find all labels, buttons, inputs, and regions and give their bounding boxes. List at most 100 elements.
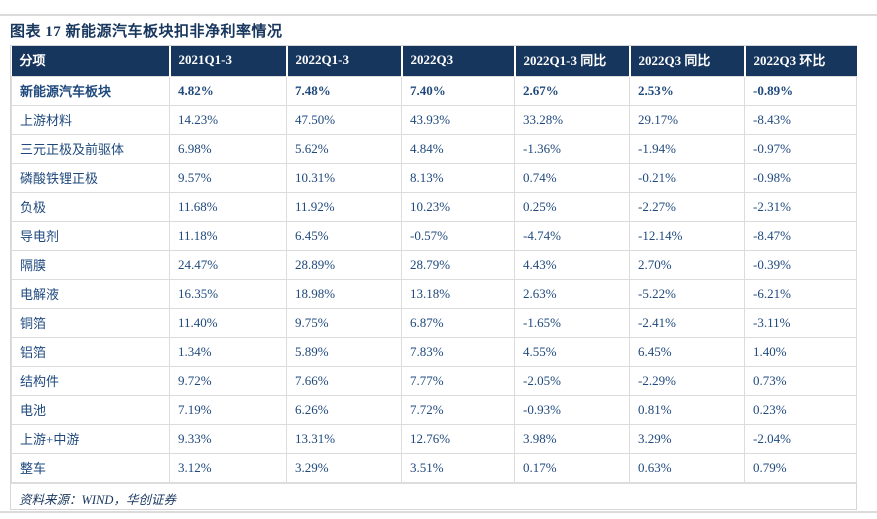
cell-value: 9.57%	[169, 162, 287, 193]
cell-value: 3.29%	[629, 423, 745, 454]
cell-value: 9.72%	[169, 365, 287, 396]
row-label: 铝箔	[11, 336, 170, 367]
cell-value: 8.13%	[401, 162, 515, 193]
cell-value: -6.21%	[744, 278, 857, 309]
cell-value: 7.83%	[401, 336, 515, 367]
row-label: 三元正极及前驱体	[11, 133, 170, 164]
cell-value: -2.04%	[744, 423, 857, 454]
cell-value: -8.43%	[744, 104, 857, 135]
cell-value: 10.23%	[401, 191, 515, 222]
table-row: 负极 11.68% 11.92% 10.23% 0.25% -2.27% -2.…	[11, 191, 857, 222]
cell-value: -12.14%	[629, 220, 745, 251]
cell-value: 3.51%	[401, 452, 515, 483]
table-row: 隔膜 24.47% 28.89% 28.79% 4.43% 2.70% -0.3…	[11, 249, 857, 280]
table-row: 上游+中游 9.33% 13.31% 12.76% 3.98% 3.29% -2…	[11, 423, 857, 454]
cell-value: 9.75%	[286, 307, 402, 338]
column-header-2022q3-qoq: 2022Q3 环比	[743, 46, 857, 76]
cell-value: 33.28%	[514, 104, 630, 135]
cell-value: -0.98%	[744, 162, 857, 193]
cell-value: 4.55%	[514, 336, 630, 367]
cell-value: 11.92%	[286, 191, 402, 222]
cell-value: 7.48%	[286, 75, 402, 106]
cell-value: -2.41%	[629, 307, 745, 338]
table-row: 铜箔 11.40% 9.75% 6.87% -1.65% -2.41% -3.1…	[11, 307, 857, 338]
cell-value: 5.89%	[286, 336, 402, 367]
row-label: 铜箔	[11, 307, 170, 338]
column-header-2022q3: 2022Q3	[400, 46, 515, 76]
cell-value: 0.79%	[744, 452, 857, 483]
row-label: 电解液	[11, 278, 170, 309]
cell-value: 6.45%	[629, 336, 745, 367]
cell-value: 7.72%	[401, 394, 515, 425]
cell-value: -2.05%	[514, 365, 630, 396]
cell-value: -2.31%	[744, 191, 857, 222]
cell-value: 0.17%	[514, 452, 630, 483]
figure-frame: 分项 2021Q1-3 2022Q1-3 2022Q3 2022Q1-3 同比 …	[10, 45, 857, 510]
cell-value: -0.97%	[744, 133, 857, 164]
cell-value: 28.89%	[286, 249, 402, 280]
cell-value: 6.45%	[286, 220, 402, 251]
cell-value: 1.34%	[169, 336, 287, 367]
row-label: 导电剂	[11, 220, 170, 251]
column-header-2022q1-3-yoy: 2022Q1-3 同比	[513, 46, 630, 76]
cell-value: -3.11%	[744, 307, 857, 338]
row-label: 电池	[11, 394, 170, 425]
table-row: 新能源汽车板块 4.82% 7.48% 7.40% 2.67% 2.53% -0…	[11, 75, 857, 106]
cell-value: 28.79%	[401, 249, 515, 280]
row-label: 负极	[11, 191, 170, 222]
cell-value: 3.29%	[286, 452, 402, 483]
cell-value: 4.82%	[169, 75, 287, 106]
cell-value: 6.87%	[401, 307, 515, 338]
row-label: 新能源汽车板块	[11, 75, 170, 106]
table-row: 电池 7.19% 6.26% 7.72% -0.93% 0.81% 0.23%	[11, 394, 857, 425]
cell-value: 0.74%	[514, 162, 630, 193]
cell-value: 0.73%	[744, 365, 857, 396]
table-row: 三元正极及前驱体 6.98% 5.62% 4.84% -1.36% -1.94%…	[11, 133, 857, 164]
cell-value: 7.66%	[286, 365, 402, 396]
cell-value: 11.18%	[169, 220, 287, 251]
table-row: 电解液 16.35% 18.98% 13.18% 2.63% -5.22% -6…	[11, 278, 857, 309]
row-label: 上游+中游	[11, 423, 170, 454]
cell-value: 0.63%	[629, 452, 745, 483]
table-row: 铝箔 1.34% 5.89% 7.83% 4.55% 6.45% 1.40%	[11, 336, 857, 367]
cell-value: 5.62%	[286, 133, 402, 164]
cell-value: 4.43%	[514, 249, 630, 280]
cell-value: 10.31%	[286, 162, 402, 193]
cell-value: 24.47%	[169, 249, 287, 280]
table-body: 新能源汽车板块 4.82% 7.48% 7.40% 2.67% 2.53% -0…	[11, 75, 857, 483]
page-top-rule	[0, 14, 877, 16]
cell-value: 16.35%	[169, 278, 287, 309]
cell-value: 0.23%	[744, 394, 857, 425]
row-label: 结构件	[11, 365, 170, 396]
cell-value: -0.93%	[514, 394, 630, 425]
cell-value: 12.76%	[401, 423, 515, 454]
page-bottom-rule	[0, 511, 877, 513]
cell-value: -0.39%	[744, 249, 857, 280]
cell-value: 7.40%	[401, 75, 515, 106]
cell-value: 6.26%	[286, 394, 402, 425]
column-header-2022q3-yoy: 2022Q3 同比	[628, 46, 745, 76]
cell-value: 4.84%	[401, 133, 515, 164]
source-note: 资料来源：WIND，华创证券	[11, 482, 856, 509]
cell-value: 9.33%	[169, 423, 287, 454]
row-label: 磷酸铁锂正极	[11, 162, 170, 193]
cell-value: -1.65%	[514, 307, 630, 338]
figure-title: 图表 17 新能源汽车板块扣非净利率情况	[10, 24, 283, 40]
table-row: 磷酸铁锂正极 9.57% 10.31% 8.13% 0.74% -0.21% -…	[11, 162, 857, 193]
cell-value: 3.12%	[169, 452, 287, 483]
table-header: 分项 2021Q1-3 2022Q1-3 2022Q3 2022Q1-3 同比 …	[11, 46, 857, 76]
cell-value: 14.23%	[169, 104, 287, 135]
cell-value: 2.63%	[514, 278, 630, 309]
cell-value: 0.25%	[514, 191, 630, 222]
cell-value: 7.19%	[169, 394, 287, 425]
cell-value: 29.17%	[629, 104, 745, 135]
cell-value: 0.81%	[629, 394, 745, 425]
cell-value: -4.74%	[514, 220, 630, 251]
cell-value: 6.98%	[169, 133, 287, 164]
cell-value: -0.21%	[629, 162, 745, 193]
cell-value: -2.27%	[629, 191, 745, 222]
cell-value: -0.89%	[744, 75, 857, 106]
cell-value: 1.40%	[744, 336, 857, 367]
cell-value: -1.94%	[629, 133, 745, 164]
